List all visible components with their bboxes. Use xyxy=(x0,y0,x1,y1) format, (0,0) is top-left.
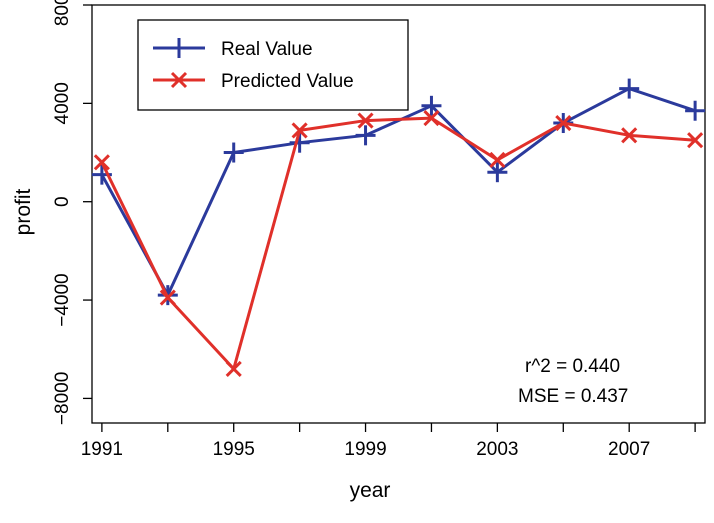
data-point-marker xyxy=(225,360,242,377)
y-axis: −8000 −4000 0 4000 8000 xyxy=(52,0,92,425)
x-axis: 1991 1995 1999 2003 2007 xyxy=(81,423,696,460)
y-tick-label: −8000 xyxy=(52,372,73,425)
series-predicted-value xyxy=(93,110,704,377)
legend-box xyxy=(137,19,409,111)
series-line xyxy=(100,116,696,371)
y-tick-label: 8000 xyxy=(52,0,73,26)
r-squared-annotation: r^2 = 0.440 xyxy=(525,356,620,377)
data-point-marker xyxy=(621,127,638,144)
plot-area-frame xyxy=(91,4,706,424)
x-tick-label: 1991 xyxy=(81,439,123,460)
x-tick-label: 1999 xyxy=(344,439,386,460)
y-axis-title: profit xyxy=(12,188,35,235)
data-point-marker xyxy=(93,154,110,171)
y-tick-label: 4000 xyxy=(52,82,73,124)
legend: Real Value Predicted Value xyxy=(137,19,409,111)
y-tick-label: 0 xyxy=(52,196,73,207)
y-tick-label: −4000 xyxy=(52,273,73,326)
x-tick-label: 2007 xyxy=(608,439,650,460)
data-point-marker xyxy=(555,114,572,132)
x-axis-title: year xyxy=(350,479,391,502)
data-point-marker xyxy=(687,132,704,149)
x-tick-label: 2003 xyxy=(476,439,518,460)
x-tick-label: 1995 xyxy=(213,439,255,460)
data-point-marker xyxy=(489,151,506,168)
series-layer xyxy=(91,78,706,377)
data-point-marker xyxy=(291,122,308,139)
legend-label: Predicted Value xyxy=(221,71,354,92)
legend-swatch-marker xyxy=(170,71,188,89)
legend-label: Real Value xyxy=(221,39,313,60)
data-point-marker xyxy=(423,110,440,127)
mse-annotation: MSE = 0.437 xyxy=(518,386,628,407)
data-point-marker xyxy=(357,112,374,129)
series-real-value xyxy=(91,78,706,306)
data-point-marker xyxy=(159,289,176,306)
